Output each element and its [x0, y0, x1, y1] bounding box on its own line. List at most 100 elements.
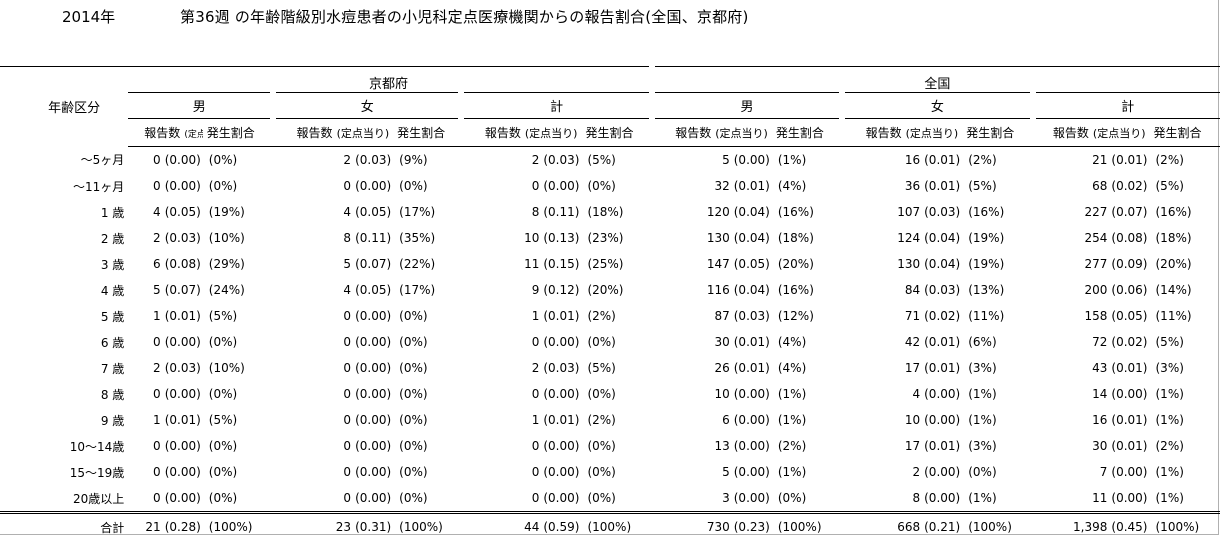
report-count: 0	[153, 179, 161, 193]
per-site-value: (0.08)	[1111, 231, 1147, 245]
per-site-value: (0.00)	[355, 413, 391, 427]
per-site-value: (0.01)	[734, 335, 770, 349]
rate-cell: (4%)	[772, 329, 842, 355]
per-site-value: (0.00)	[543, 179, 579, 193]
per-site-value: (0.03)	[165, 361, 201, 375]
report-count: 4	[912, 387, 920, 401]
report-count: 0	[343, 413, 351, 427]
count-cell: 2(0.03)	[461, 147, 581, 174]
rate-cell: (17%)	[393, 199, 461, 225]
count-cell: 0(0.00)	[273, 355, 393, 381]
count-cell: 68(0.02)	[1033, 173, 1150, 199]
rate-cell: (1%)	[1150, 407, 1220, 433]
rate-cell: (0%)	[393, 485, 461, 513]
report-count: 23	[336, 520, 351, 534]
count-cell: 0(0.00)	[273, 433, 393, 459]
count-cell: 8(0.11)	[273, 225, 393, 251]
report-count: 87	[714, 309, 729, 323]
rate-cell: (16%)	[962, 199, 1032, 225]
report-count: 10	[905, 413, 920, 427]
count-cell: 30(0.01)	[1033, 433, 1150, 459]
rate-cell: (6%)	[962, 329, 1032, 355]
rate-cell: (35%)	[393, 225, 461, 251]
per-site-value: (0.00)	[165, 387, 201, 401]
per-site-value: (0.07)	[1111, 205, 1147, 219]
per-site-value: (0.03)	[924, 205, 960, 219]
per-site-value: (0.01)	[924, 179, 960, 193]
count-cell: 16(0.01)	[1033, 407, 1150, 433]
count-cell: 0(0.00)	[273, 303, 393, 329]
rate-cell: (0%)	[393, 407, 461, 433]
per-site-value: (0.00)	[355, 491, 391, 505]
report-count: 8	[343, 231, 351, 245]
per-site-value: (0.00)	[165, 491, 201, 505]
report-count: 4	[343, 205, 351, 219]
count-cell: 6(0.08)	[128, 251, 202, 277]
count-cell: 147(0.05)	[652, 251, 772, 277]
sex-header-female: 女	[273, 93, 461, 119]
per-site-value: (0.03)	[924, 283, 960, 297]
age-group-cell: 〜5ヶ月	[0, 147, 128, 174]
count-cell: 4 (0.05)	[273, 199, 393, 225]
rate-cell: (1%)	[962, 485, 1032, 513]
report-count: 9	[532, 283, 540, 297]
per-site-value: (0.12)	[543, 283, 579, 297]
report-count: 16	[905, 153, 920, 167]
rate-cell: (29%)	[203, 251, 273, 277]
count-subheader: 報告数(定点当り)	[842, 119, 962, 147]
rate-cell: (0%)	[203, 433, 273, 459]
count-cell: 1(0.01)	[128, 303, 202, 329]
per-site-value: (0.08)	[165, 257, 201, 271]
per-site-value: (0.00)	[543, 491, 579, 505]
count-cell: 11(0.15)	[461, 251, 581, 277]
per-site-value: (0.05)	[355, 205, 391, 219]
report-count: 0	[532, 387, 540, 401]
report-count: 4	[343, 283, 351, 297]
report-count: 3	[722, 491, 730, 505]
report-count: 2	[532, 153, 540, 167]
count-cell: 0(0.00)	[273, 485, 393, 513]
per-site-value: (0.01)	[924, 361, 960, 375]
report-count: 130	[897, 257, 920, 271]
report-count: 0	[343, 465, 351, 479]
count-cell: 0(0.00)	[461, 381, 581, 407]
rate-subheader: 発生割合	[393, 119, 461, 147]
rate-cell: (19%)	[203, 199, 273, 225]
per-site-value: (0.05)	[165, 205, 201, 219]
per-site-value: (0.03)	[543, 153, 579, 167]
count-cell: 1(0.01)	[128, 407, 202, 433]
per-site-value: (0.00)	[924, 491, 960, 505]
per-site-value: (0.02)	[1111, 179, 1147, 193]
age-group-cell: 9 歳	[0, 407, 128, 433]
rate-subheader: 発生割合	[1150, 119, 1220, 147]
per-site-value: (0.45)	[1111, 520, 1147, 534]
report-count: 26	[714, 361, 729, 375]
per-site-value: (0.04)	[924, 257, 960, 271]
report-count: 0	[532, 335, 540, 349]
count-cell: 26(0.01)	[652, 355, 772, 381]
report-year: 2014年	[62, 6, 115, 27]
count-cell: 11(0.00)	[1033, 485, 1150, 513]
count-cell: 2(0.03)	[128, 355, 202, 381]
count-cell: 0(0.00)	[273, 173, 393, 199]
region-header-kyoto: 京都府	[128, 67, 652, 93]
rate-cell: (0%)	[581, 329, 651, 355]
rate-cell: (2%)	[581, 303, 651, 329]
report-count: 11	[524, 257, 539, 271]
count-cell: 124(0.04)	[842, 225, 962, 251]
rate-cell: (10%)	[203, 225, 273, 251]
report-count: 10	[524, 231, 539, 245]
age-group-cell: 〜11ヶ月	[0, 173, 128, 199]
count-cell: 71(0.02)	[842, 303, 962, 329]
count-cell: 2(0.03)	[461, 355, 581, 381]
count-subheader: 報告数(定点当り)	[652, 119, 772, 147]
rate-cell: (9%)	[393, 147, 461, 174]
title-bar: 2014年 第36週 の年齢階級別水痘患者の小児科定点医療機関からの報告割合(全…	[0, 0, 1220, 30]
count-cell: 4(0.00)	[842, 381, 962, 407]
count-label: 報告数	[297, 126, 333, 140]
rate-cell: (12%)	[772, 303, 842, 329]
rate-cell: (3%)	[962, 355, 1032, 381]
